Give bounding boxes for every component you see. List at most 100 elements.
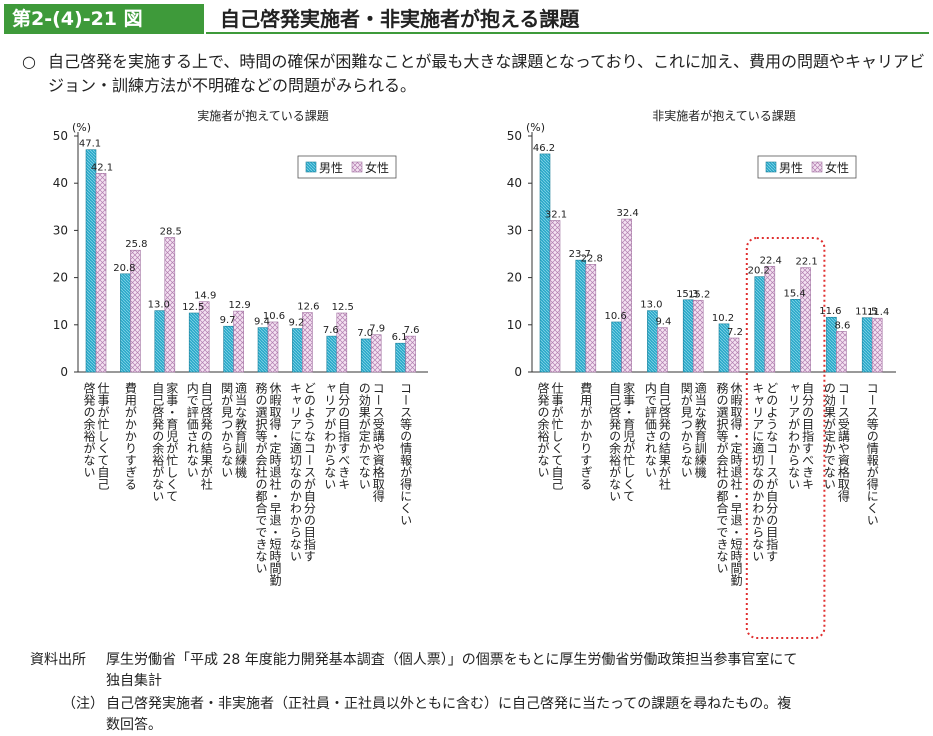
legend-frame xyxy=(297,155,397,179)
x-tick-label: 家事・育児が忙しくて xyxy=(165,381,179,502)
bar-male xyxy=(754,276,766,373)
bar-male xyxy=(154,310,166,373)
x-tick-label: 自己啓発の余裕がない xyxy=(608,382,622,502)
bar-male xyxy=(395,342,406,373)
bar-male xyxy=(85,149,97,373)
data-label-female: 32.1 xyxy=(545,209,567,220)
data-label-female: 8.6 xyxy=(834,320,850,331)
data-label-male: 20.8 xyxy=(113,263,135,274)
x-tick-label: ャリアがわからない xyxy=(323,382,337,490)
data-label-male: 12.5 xyxy=(182,302,204,313)
bar-female xyxy=(549,220,561,373)
bar-female xyxy=(336,312,348,373)
x-tick-label: コース等の情報が得にくい xyxy=(865,382,879,526)
x-tick-label: 啓発の余裕がない xyxy=(536,381,550,478)
x-tick-label: 家事・育児が忙しくて xyxy=(622,381,636,502)
bar-male xyxy=(539,153,551,373)
data-label-female: 12.6 xyxy=(297,302,319,313)
y-tick-label: 0 xyxy=(60,365,68,379)
data-label-female: 12.9 xyxy=(228,300,250,311)
y-unit-label: (%) xyxy=(72,121,91,134)
x-tick-label: の効果が定かでない xyxy=(357,382,371,490)
x-tick-label: コース受講や資格取得 xyxy=(371,382,385,502)
x-tick-label: 自分の目指すべきキ xyxy=(337,382,351,490)
y-tick-label: 20 xyxy=(507,271,522,285)
legend-label-male: 男性 xyxy=(319,161,343,175)
y-tick-label: 30 xyxy=(507,223,522,237)
x-tick-label: コース等の情報が得にくい xyxy=(399,382,413,526)
y-tick-label: 30 xyxy=(53,223,68,237)
x-tick-label: 務の選択等が会社の都合でできない xyxy=(715,382,729,574)
legend-label-female: 女性 xyxy=(825,160,849,175)
bar-male xyxy=(360,338,372,373)
data-label-female: 7.2 xyxy=(727,327,743,338)
bar-male xyxy=(861,317,873,373)
bar-female xyxy=(370,334,382,373)
bar-female xyxy=(836,331,847,373)
bar-male xyxy=(326,335,338,373)
data-label-female: 10.6 xyxy=(263,311,285,322)
data-label-male: 9.7 xyxy=(220,315,236,326)
bar-female xyxy=(95,172,107,373)
x-tick-label: 内で評価されない xyxy=(643,382,657,478)
bar-female xyxy=(233,310,244,373)
x-tick-label: コース受講や資格取得 xyxy=(836,382,850,502)
bar-male xyxy=(257,327,269,373)
data-label-female: 22.8 xyxy=(581,253,603,264)
bar-female xyxy=(764,265,776,373)
x-tick-label: 内で評価されない xyxy=(185,382,199,478)
summary-text: 自己啓発を実施する上で、時間の確保が困難なことが最も大きな課題となっており、これ… xyxy=(48,52,925,95)
legend-swatch-female xyxy=(351,161,363,173)
data-label-male: 46.2 xyxy=(533,143,555,154)
x-tick-label: どのようなコースが自分の目指す xyxy=(765,382,779,562)
data-label-male: 11.5 xyxy=(855,307,877,318)
bar-group: 20.8 25.8 費用がかかりすぎる xyxy=(113,239,147,490)
x-tick-label: 費用がかかりすぎる xyxy=(579,381,593,490)
data-label-female: 25.8 xyxy=(125,239,147,250)
data-label-female: 22.1 xyxy=(795,257,817,268)
data-label-female: 7.9 xyxy=(369,324,385,335)
y-tick-label: 50 xyxy=(507,129,522,143)
chart-title: 実施者が抱えている課題 xyxy=(197,108,328,123)
data-label-female: 22.4 xyxy=(760,255,782,266)
legend: 男性 女性 xyxy=(297,155,397,179)
x-tick-label: 休暇取得・定時退社・早退・短時間勤 xyxy=(268,382,282,586)
y-tick-label: 40 xyxy=(53,176,68,190)
figure-title: 自己啓発実施者・非実施者が抱える課題 xyxy=(206,4,929,34)
x-tick-label: 適当な教育訓練機 xyxy=(693,381,707,478)
bar-charts: 実施者が抱えている課題 (%) 0 10 20 30 40 50 男性 女性 47.1 42.1 仕事が… xyxy=(53,108,896,639)
x-tick-label: 自分の目指すべきキ xyxy=(801,382,815,490)
x-tick-label: 関が見つからない xyxy=(220,382,234,478)
x-tick-label: 自己啓発の結果が社 xyxy=(657,382,671,490)
chart-title: 非実施者が抱えている課題 xyxy=(652,108,795,123)
data-label-male: 13.0 xyxy=(148,300,170,311)
bar-female xyxy=(405,335,416,373)
data-label-male: 13.0 xyxy=(640,300,662,311)
bar-male xyxy=(223,325,234,373)
data-label-female: 42.1 xyxy=(91,162,113,173)
legend-frame xyxy=(757,155,857,179)
bar-male xyxy=(575,259,587,373)
bar-female xyxy=(657,327,668,373)
data-label-male: 10.2 xyxy=(712,313,734,324)
bar-female xyxy=(871,317,883,373)
bar-group: 23.722.8 費用がかかりすぎる xyxy=(569,249,603,490)
y-tick-label: 10 xyxy=(53,318,68,332)
data-label-male: 15.3 xyxy=(676,289,698,300)
bar-female xyxy=(728,337,740,373)
x-tick-label: の効果が定かでない xyxy=(822,382,836,490)
x-tick-label: 啓発の余裕がない xyxy=(82,381,96,478)
x-tick-label: どのようなコースが自分の目指す xyxy=(302,382,316,562)
data-label-male: 11.6 xyxy=(819,306,841,317)
data-label-male: 20.2 xyxy=(748,266,770,277)
